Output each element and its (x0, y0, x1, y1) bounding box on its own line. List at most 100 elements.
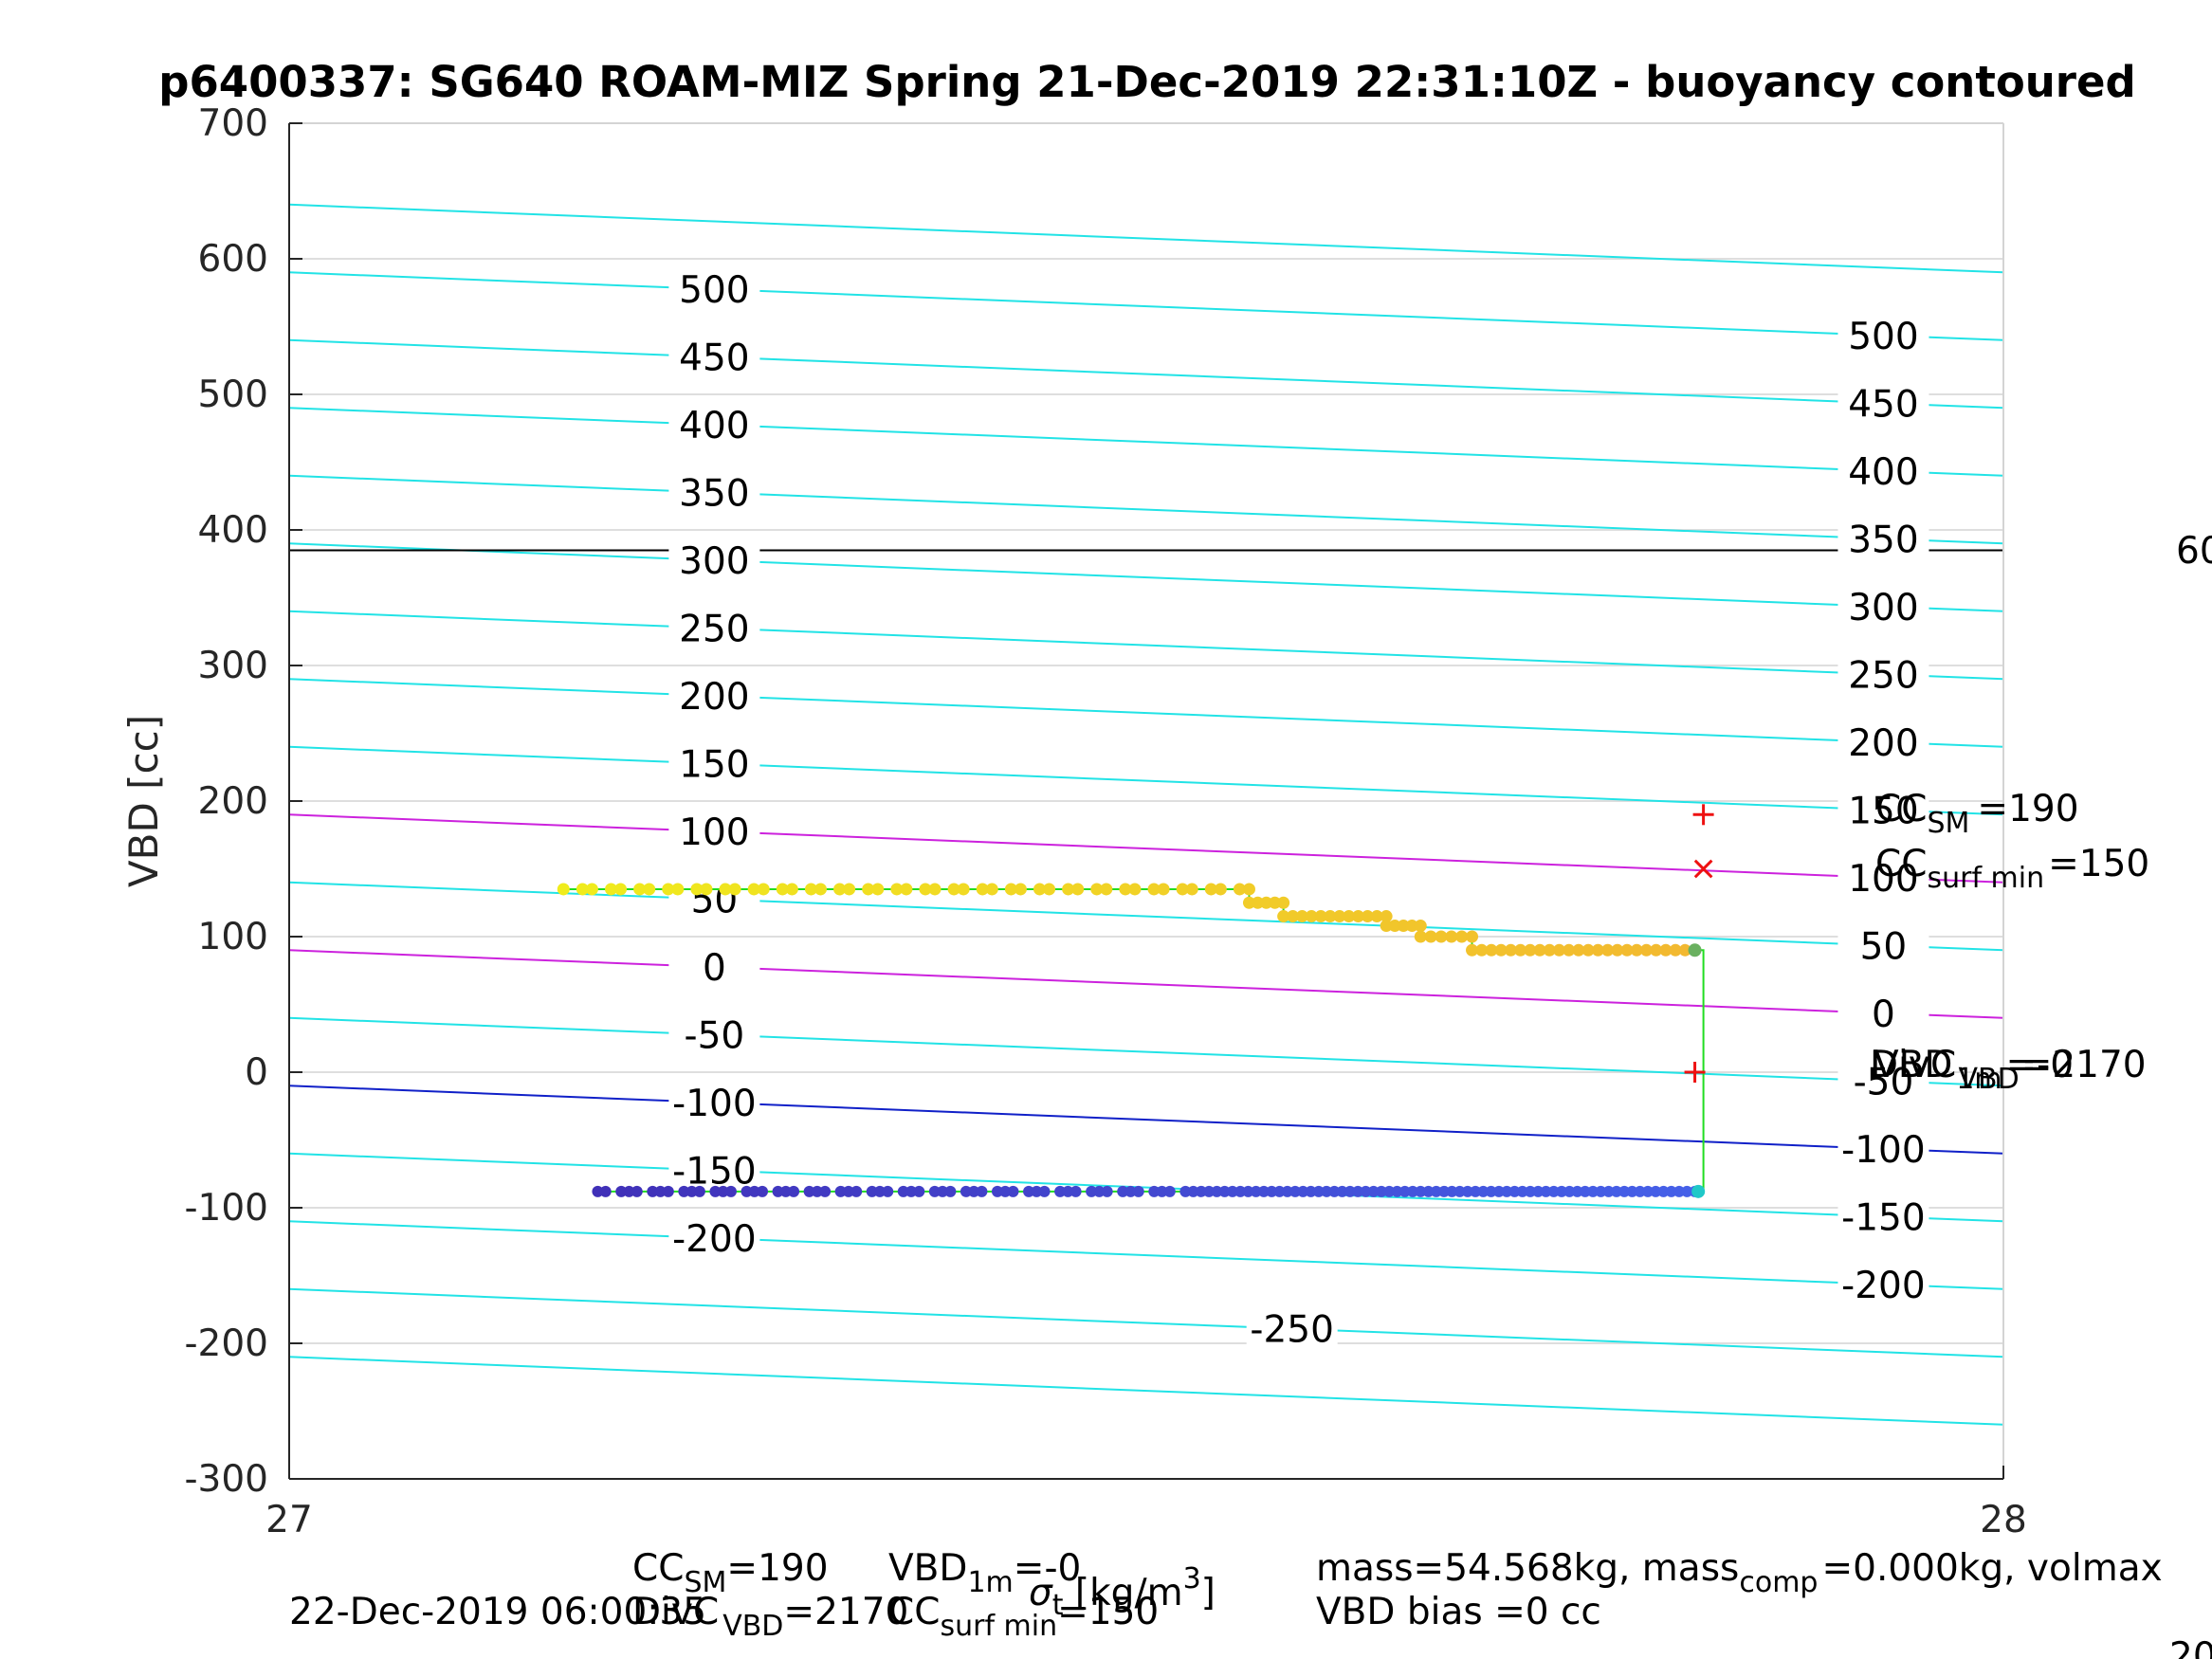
x-tick-label: 28 (1980, 1499, 2027, 1541)
dive-point (1124, 1185, 1137, 1197)
x-label-symbol: σ (1029, 1572, 1053, 1614)
x-label-sub: t (1052, 1589, 1064, 1622)
climb-point (919, 883, 932, 896)
dive-point (960, 1185, 972, 1197)
contour-line (289, 542, 2003, 612)
dive-point (757, 1185, 769, 1197)
contour-label-left: 200 (679, 676, 749, 719)
contour-label-right: 400 (1848, 451, 1918, 494)
climb-point (747, 883, 760, 896)
y-tick-label: 700 (198, 102, 268, 145)
footer-divc-main: DivC (632, 1591, 719, 1633)
footer-vbd-1m-main: VBD (888, 1547, 967, 1590)
dive-point (928, 1185, 941, 1197)
axes (288, 122, 2004, 1480)
climb-point (1581, 943, 1595, 957)
climb-point (1601, 943, 1615, 957)
climb-point (1295, 910, 1308, 923)
dive-point (1673, 1185, 1686, 1197)
dive-point (1532, 1185, 1545, 1197)
dive-point (1297, 1185, 1309, 1197)
contour-label-right: -150 (1841, 1196, 1926, 1239)
y-tick-label: 500 (198, 374, 268, 416)
climb-point (557, 883, 570, 896)
y-tick-label: -200 (184, 1322, 268, 1365)
dive-point (1547, 1185, 1560, 1197)
contour-label-right: 0 (1872, 994, 1895, 1036)
climb-point (643, 883, 656, 896)
contour-label-left-bg (668, 332, 760, 376)
footer-cc-surf-sub: surf min (940, 1610, 1057, 1643)
contour-label-left: -100 (672, 1083, 757, 1125)
dive-point (1093, 1185, 1106, 1197)
climb-point (1620, 943, 1634, 957)
contour-label-left-bg (668, 400, 760, 445)
climb-point (1572, 943, 1585, 957)
dive-point (1226, 1185, 1238, 1197)
dive-point (1492, 1185, 1505, 1197)
dive-point (662, 1185, 674, 1197)
chart-title: p6400337: SG640 ROAM-MIZ Spring 21-Dec-2… (158, 57, 2135, 107)
climb-point (1466, 943, 1479, 957)
y-tick-label: -100 (184, 1187, 268, 1230)
dive-point (1461, 1185, 1473, 1197)
contour-label-left: -200 (672, 1218, 757, 1261)
climb-point (804, 883, 817, 896)
cc-sm-main: CC (1875, 788, 1927, 830)
contour-label-left-bg (668, 874, 760, 919)
contour-label-right-bg (1837, 514, 1929, 558)
footer-cc-surf: CCsurf min=150 (888, 1591, 1159, 1643)
climb-point (928, 883, 941, 896)
dive-point (1203, 1185, 1216, 1197)
dive-point (1234, 1185, 1247, 1197)
climb-point (1100, 883, 1113, 896)
climb-point (1361, 910, 1374, 923)
dive-point (1266, 1185, 1278, 1197)
climb-point (1380, 920, 1393, 933)
dive-point (1391, 1185, 1403, 1197)
contour-label-bottom-bg (1246, 1304, 1338, 1348)
climb-point (785, 883, 798, 896)
dive-point (1163, 1185, 1176, 1197)
contour-labels: 500450400350300250200150100500-50-100-15… (668, 264, 1929, 1352)
dive-point (803, 1185, 815, 1197)
climb-point (1494, 943, 1508, 957)
contour-label-right: 350 (1848, 519, 1918, 561)
contour-label-left: 250 (679, 609, 749, 651)
climb-point (1552, 943, 1565, 957)
climb-point (1370, 910, 1383, 923)
climb-point (1277, 910, 1290, 923)
dive-point (999, 1185, 1012, 1197)
contour-line (289, 881, 2003, 952)
contour-line (289, 745, 2003, 816)
contour-label-right-bg (1837, 852, 1929, 897)
climb-point (1524, 943, 1537, 957)
climb-point (1119, 883, 1132, 896)
climb-point (985, 883, 998, 896)
contour-label-right: -200 (1841, 1265, 1926, 1307)
dive-point (1281, 1185, 1293, 1197)
dive-point (631, 1185, 643, 1197)
contour-line (289, 1356, 2003, 1426)
climb-point (1252, 896, 1265, 909)
climb-point (719, 883, 732, 896)
climb-point (1414, 930, 1427, 943)
climb-point (605, 883, 618, 896)
footer-corner-number: 20 (2169, 1635, 2212, 1659)
dive-point (1657, 1185, 1670, 1197)
climb-point (1242, 883, 1255, 896)
dive-point (717, 1185, 729, 1197)
contour-label-right-bg (1837, 310, 1929, 355)
climb-point (890, 883, 904, 896)
dive-point (592, 1185, 604, 1197)
dive-point (905, 1185, 918, 1197)
dive-point (1540, 1185, 1552, 1197)
dive-point (1422, 1185, 1435, 1197)
contour-label-right-bg (1837, 378, 1929, 423)
climb-point (1287, 910, 1300, 923)
climb-point (1352, 910, 1365, 923)
dive-point (1242, 1185, 1254, 1197)
contour-label-right: 200 (1848, 722, 1918, 765)
climb-point (1475, 943, 1489, 957)
